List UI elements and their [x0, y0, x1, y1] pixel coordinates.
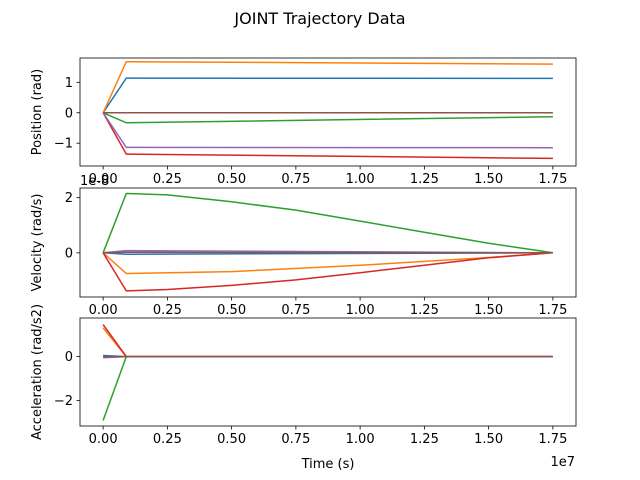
series-line-1 [102, 77, 553, 114]
y-axis-label: Velocity (rad/s) [30, 194, 45, 292]
y-tick-label: 0 [65, 106, 73, 121]
y-tick-label: 0 [65, 246, 73, 261]
x-tick-label: 1.25 [410, 303, 439, 318]
series-line-5 [102, 112, 553, 149]
x-tick-label: 0.75 [281, 172, 310, 187]
x-tick-label: 0.25 [153, 303, 182, 318]
axes-frame [79, 187, 577, 298]
y-axis-label: Position (rad) [30, 69, 45, 155]
axes-frame [79, 317, 577, 427]
subplot-3: 0.00 0.25 0.50 0.75 1.00 1.25 1.50 1.75 −2 0 Accel… [30, 304, 577, 447]
subplot-1: 0.00 0.25 0.50 0.75 1.00 1.25 1.50 1.75 −1 0 1 Posi… [30, 57, 577, 187]
x-tick-label: 0.50 [217, 432, 246, 447]
x-tick-label: 0.00 [89, 172, 118, 187]
x-tick-label: 0.00 [89, 303, 118, 318]
x-axis-label: Time (s) [301, 457, 355, 472]
x-tick-label: 1.50 [474, 172, 503, 187]
series-group [102, 324, 553, 421]
subplots: 0.00 0.25 0.50 0.75 1.00 1.25 1.50 1.75 −1 0 1 Posi… [30, 57, 577, 447]
y-tick-label: −2 [54, 394, 73, 409]
x-tick-label: 1.25 [410, 432, 439, 447]
y-tick-label: 0 [65, 350, 73, 365]
x-tick-label: 1.25 [410, 172, 439, 187]
series-line-3 [102, 192, 554, 254]
x-offset-label-top-panel: 1e-8 [80, 174, 109, 189]
series-group [102, 60, 553, 160]
y-tick-label: 2 [65, 191, 73, 206]
x-offset-label: 1e7 [550, 455, 575, 470]
x-tick-label: 1.50 [474, 432, 503, 447]
y-tick-label: −1 [54, 137, 73, 152]
figure-title: JOINT Trajectory Data [233, 9, 405, 28]
x-tick-label: 0.00 [89, 432, 118, 447]
x-tick-label: 0.25 [153, 172, 182, 187]
x-tick-label: 1.75 [538, 172, 567, 187]
subplot-2: 0.00 0.25 0.50 0.75 1.00 1.25 1.50 1.75 0 2 Veloci… [30, 187, 577, 318]
x-tick-label: 0.75 [281, 432, 310, 447]
y-axis-label: Acceleration (rad/s2) [30, 304, 45, 440]
x-tick-label: 1.00 [346, 303, 375, 318]
x-tick-label: 0.25 [153, 432, 182, 447]
x-tick-label: 1.00 [346, 172, 375, 187]
x-tick-label: 1.50 [474, 303, 503, 318]
series-group [102, 192, 554, 292]
x-tick-label: 1.75 [538, 432, 567, 447]
series-line-4 [102, 112, 553, 160]
y-tick-label: 1 [65, 76, 73, 91]
series-line-2 [102, 60, 553, 114]
x-tick-label: 1.75 [538, 303, 567, 318]
axes-frame [79, 57, 577, 167]
series-line-6 [103, 251, 553, 254]
x-tick-label: 1.00 [346, 432, 375, 447]
x-tick-label: 0.50 [217, 172, 246, 187]
x-tick-label: 0.50 [217, 303, 246, 318]
series-line-4 [102, 252, 553, 292]
x-tick-label: 0.75 [281, 303, 310, 318]
series-line-3 [102, 112, 553, 124]
